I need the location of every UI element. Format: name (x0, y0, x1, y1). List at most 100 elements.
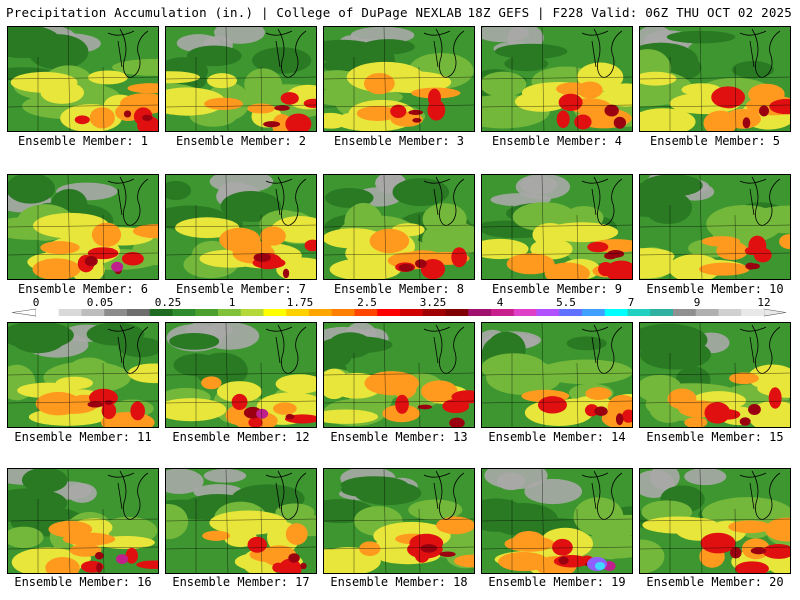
ensemble-member-map (639, 468, 791, 574)
colorbar-tick-label: 9 (694, 296, 701, 309)
ensemble-member-label: Ensemble Member: 15 (646, 430, 784, 444)
ensemble-member-map (481, 468, 633, 574)
colorbar-swatch (582, 309, 606, 316)
ensemble-member-label: Ensemble Member: 4 (491, 134, 623, 148)
colorbar-swatch (718, 309, 742, 316)
colorbar-swatch (513, 309, 537, 316)
ensemble-member-label: Ensemble Member: 12 (172, 430, 310, 444)
colorbar-swatch (172, 309, 196, 316)
ensemble-member-map (323, 468, 475, 574)
colorbar-swatch (377, 309, 401, 316)
map-title: Precipitation Accumulation (in.) | Colle… (6, 5, 462, 20)
precip-field (324, 469, 474, 573)
precip-field (482, 175, 632, 279)
precip-field (166, 175, 316, 279)
colorbar-swatch (149, 309, 173, 316)
precip-field (482, 323, 632, 427)
precip-field (640, 323, 790, 427)
colorbar-swatch (104, 309, 128, 316)
colorbar-swatch (673, 309, 697, 316)
colorbar-swatch (218, 309, 242, 316)
ensemble-member-map (323, 322, 475, 428)
ensemble-member-label: Ensemble Member: 5 (649, 134, 781, 148)
ensemble-member-label: Ensemble Member: 13 (330, 430, 468, 444)
ensemble-member-label: Ensemble Member: 16 (14, 575, 152, 589)
ensemble-member-map (481, 26, 633, 132)
precip-field (166, 323, 316, 427)
colorbar-tick-label: 3.25 (420, 296, 447, 309)
ensemble-member-map (7, 468, 159, 574)
colorbar-swatch (559, 309, 583, 316)
colorbar-swatch (331, 309, 355, 316)
precip-field (482, 27, 632, 131)
colorbar-legend: 0 0.05 0.25 1 1.75 2.5 3.25 4 5.5 7 9 12 (11, 296, 787, 317)
ensemble-member-map (639, 174, 791, 280)
precip-field (482, 469, 632, 573)
colorbar-swatch (81, 309, 105, 316)
ensemble-member-label: Ensemble Member: 10 (646, 282, 784, 296)
precip-field (166, 27, 316, 131)
run-valid-time: 18Z GEFS | F228 Valid: 06Z THU OCT 02 20… (467, 5, 792, 20)
colorbar-swatch (741, 309, 765, 316)
precip-field (8, 175, 158, 279)
colorbar-max-arrow (763, 308, 787, 317)
colorbar-swatch (263, 309, 287, 316)
colorbar-swatch (36, 309, 60, 316)
ensemble-member-label: Ensemble Member: 19 (488, 575, 626, 589)
colorbar-swatch (491, 309, 515, 316)
colorbar-swatch (422, 309, 446, 316)
precip-field (166, 469, 316, 573)
ensemble-member-label: Ensemble Member: 9 (491, 282, 623, 296)
colorbar-swatch (536, 309, 560, 316)
precip-field (324, 27, 474, 131)
precip-field (640, 27, 790, 131)
precip-field (324, 175, 474, 279)
ensemble-member-label: Ensemble Member: 14 (488, 430, 626, 444)
colorbar-tick-label: 5.5 (556, 296, 576, 309)
colorbar-tick-label: 0.05 (87, 296, 114, 309)
colorbar-swatch (627, 309, 651, 316)
precip-field (324, 323, 474, 427)
colorbar-swatch (354, 309, 378, 316)
precip-field (8, 27, 158, 131)
colorbar-tick-label: 12 (757, 296, 770, 309)
colorbar-tick-label: 2.5 (357, 296, 377, 309)
ensemble-member-map (7, 174, 159, 280)
ensemble-member-map (481, 174, 633, 280)
ensemble-member-label: Ensemble Member: 17 (172, 575, 310, 589)
ensemble-member-label: Ensemble Member: 11 (14, 430, 152, 444)
ensemble-member-label: Ensemble Member: 3 (333, 134, 465, 148)
colorbar-swatch (400, 309, 424, 316)
ensemble-member-map (323, 26, 475, 132)
ensemble-member-map (165, 26, 317, 132)
ensemble-member-label: Ensemble Member: 1 (17, 134, 149, 148)
ensemble-member-map (165, 174, 317, 280)
colorbar-min-arrow (11, 308, 37, 317)
ensemble-member-label: Ensemble Member: 6 (17, 282, 149, 296)
colorbar-swatch (309, 309, 333, 316)
colorbar-tick-label: 1 (229, 296, 236, 309)
ensemble-member-map (323, 174, 475, 280)
precip-field (640, 175, 790, 279)
ensemble-member-map (639, 26, 791, 132)
precip-field (640, 469, 790, 573)
ensemble-member-label: Ensemble Member: 8 (333, 282, 465, 296)
colorbar-swatch (695, 309, 719, 316)
colorbar-swatch (468, 309, 492, 316)
ensemble-member-label: Ensemble Member: 7 (175, 282, 307, 296)
ensemble-member-label: Ensemble Member: 2 (175, 134, 307, 148)
colorbar-tick-label: 0.25 (155, 296, 182, 309)
colorbar-swatch (195, 309, 219, 316)
ensemble-member-label: Ensemble Member: 20 (646, 575, 784, 589)
ensemble-member-map (165, 322, 317, 428)
colorbar-swatch (650, 309, 674, 316)
colorbar-swatch (604, 309, 628, 316)
colorbar-tick-label: 4 (497, 296, 504, 309)
ensemble-member-map (7, 26, 159, 132)
colorbar-tick-label: 1.75 (287, 296, 314, 309)
ensemble-member-map (481, 322, 633, 428)
ensemble-member-label: Ensemble Member: 18 (330, 575, 468, 589)
ensemble-member-map (7, 322, 159, 428)
colorbar-swatch (127, 309, 151, 316)
precip-field (8, 469, 158, 573)
